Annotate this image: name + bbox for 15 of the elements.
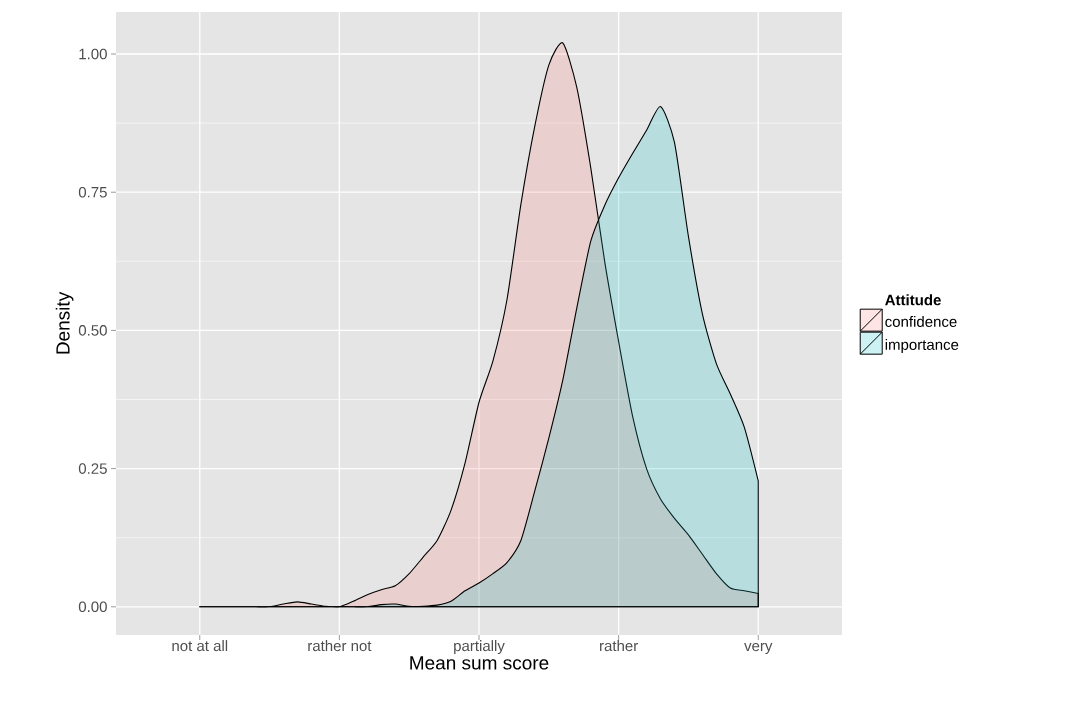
y-tick-label: 0.25: [78, 463, 107, 474]
legend-title: Attitude: [885, 294, 941, 306]
x-tick-label: partially: [454, 640, 505, 655]
x-tick-label: not at all: [172, 640, 228, 652]
legend-label: importance: [885, 338, 959, 353]
y-tick-label: 0.00: [78, 601, 107, 613]
y-tick-label: 0.50: [78, 325, 107, 336]
x-tick-label: rather: [600, 640, 638, 652]
y-tick-label: 0.75: [78, 186, 107, 198]
y-tick-label: 1.00: [79, 48, 107, 60]
x-tick-label: very: [744, 642, 773, 655]
x-tick-label: rather not: [308, 640, 372, 652]
x-axis-title: Mean sum score: [410, 656, 549, 670]
legend-label: confidence: [885, 315, 957, 327]
y-axis-title: Density: [55, 291, 74, 354]
